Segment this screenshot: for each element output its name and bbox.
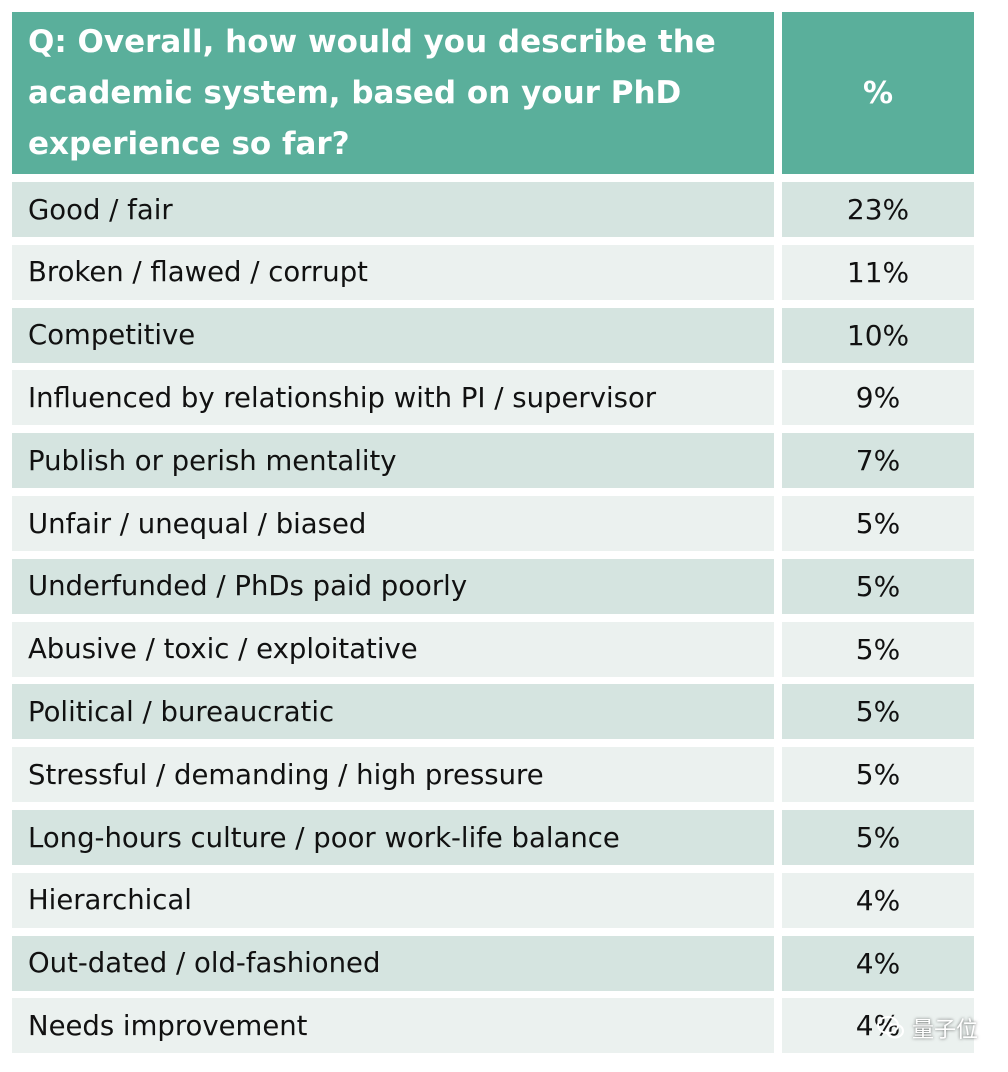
row-label: Political / bureaucratic <box>12 684 774 740</box>
row-label: Needs improvement <box>12 998 774 1054</box>
row-label: Hierarchical <box>12 872 774 928</box>
row-label: Competitive <box>12 307 774 363</box>
row-label: Abusive / toxic / exploitative <box>12 621 774 677</box>
watermark-text: 量子位 <box>911 1018 978 1043</box>
row-label: Unfair / unequal / biased <box>12 496 774 551</box>
row-value: 7% <box>782 433 974 489</box>
percent-header: % <box>782 12 974 174</box>
watermark: 量子位 <box>876 1012 978 1044</box>
row-label: Underfunded / PhDs paid poorly <box>12 558 774 614</box>
row-value: 11% <box>782 244 974 300</box>
row-label: Long-hours culture / poor work-life bala… <box>12 810 774 865</box>
row-label: Good / fair <box>12 182 774 237</box>
row-value: 5% <box>782 684 974 740</box>
row-value: 5% <box>782 496 974 551</box>
row-label: Publish or perish mentality <box>12 433 774 489</box>
row-value: 10% <box>782 307 974 363</box>
row-value: 5% <box>782 558 974 614</box>
row-label: Broken / flawed / corrupt <box>12 244 774 300</box>
row-label: Stressful / demanding / high pressure <box>12 747 774 803</box>
row-value: 5% <box>782 747 974 803</box>
row-value: 4% <box>782 872 974 928</box>
row-label: Influenced by relationship with PI / sup… <box>12 370 774 426</box>
row-value: 5% <box>782 810 974 865</box>
wechat-icon <box>876 1016 904 1039</box>
row-value: 5% <box>782 621 974 677</box>
row-value: 9% <box>782 370 974 426</box>
row-value: 4% <box>782 935 974 991</box>
question-header: Q: Overall, how would you describe the a… <box>12 12 774 174</box>
row-value: 23% <box>782 182 974 237</box>
row-label: Out-dated / old-fashioned <box>12 935 774 991</box>
